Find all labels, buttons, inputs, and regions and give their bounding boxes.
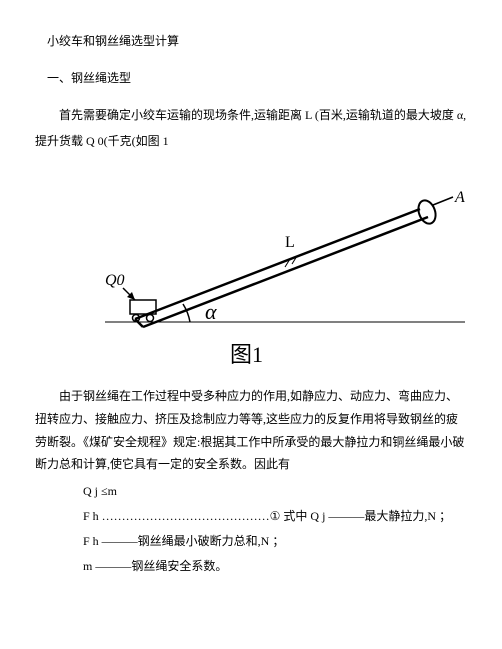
math-line-4: m ———钢丝绳安全系数。 <box>35 555 467 578</box>
doc-title: 小绞车和钢丝绳选型计算 <box>35 30 467 53</box>
paragraph-2: 由于钢丝绳在工作过程中受多种应力的作用,如静应力、动应力、弯曲应力、扭转应力、接… <box>35 385 467 476</box>
figure-1: A L Q0 α 图1 <box>35 167 467 375</box>
math-line-2: F h ……………………………………① 式中 Q j ———最大静拉力,N ； <box>35 505 467 528</box>
svg-text:A: A <box>454 189 465 206</box>
svg-text:图1: 图1 <box>230 342 263 367</box>
math-line-1: Q j ≤m <box>35 480 467 503</box>
section-heading: 一、钢丝绳选型 <box>35 67 467 90</box>
svg-text:α: α <box>205 299 217 324</box>
intro-line-2: 提升货载 Q 0(千克(如图 1 <box>35 130 467 153</box>
figure-1-svg: A L Q0 α 图1 <box>35 167 475 367</box>
math-line-3: F h ———钢丝绳最小破断力总和,N ； <box>35 530 467 553</box>
intro-line-1: 首先需要确定小绞车运输的现场条件,运输距离 L (百米,运输轨道的最大坡度 α, <box>35 104 467 127</box>
svg-text:L: L <box>285 234 295 251</box>
svg-text:Q0: Q0 <box>105 272 125 289</box>
